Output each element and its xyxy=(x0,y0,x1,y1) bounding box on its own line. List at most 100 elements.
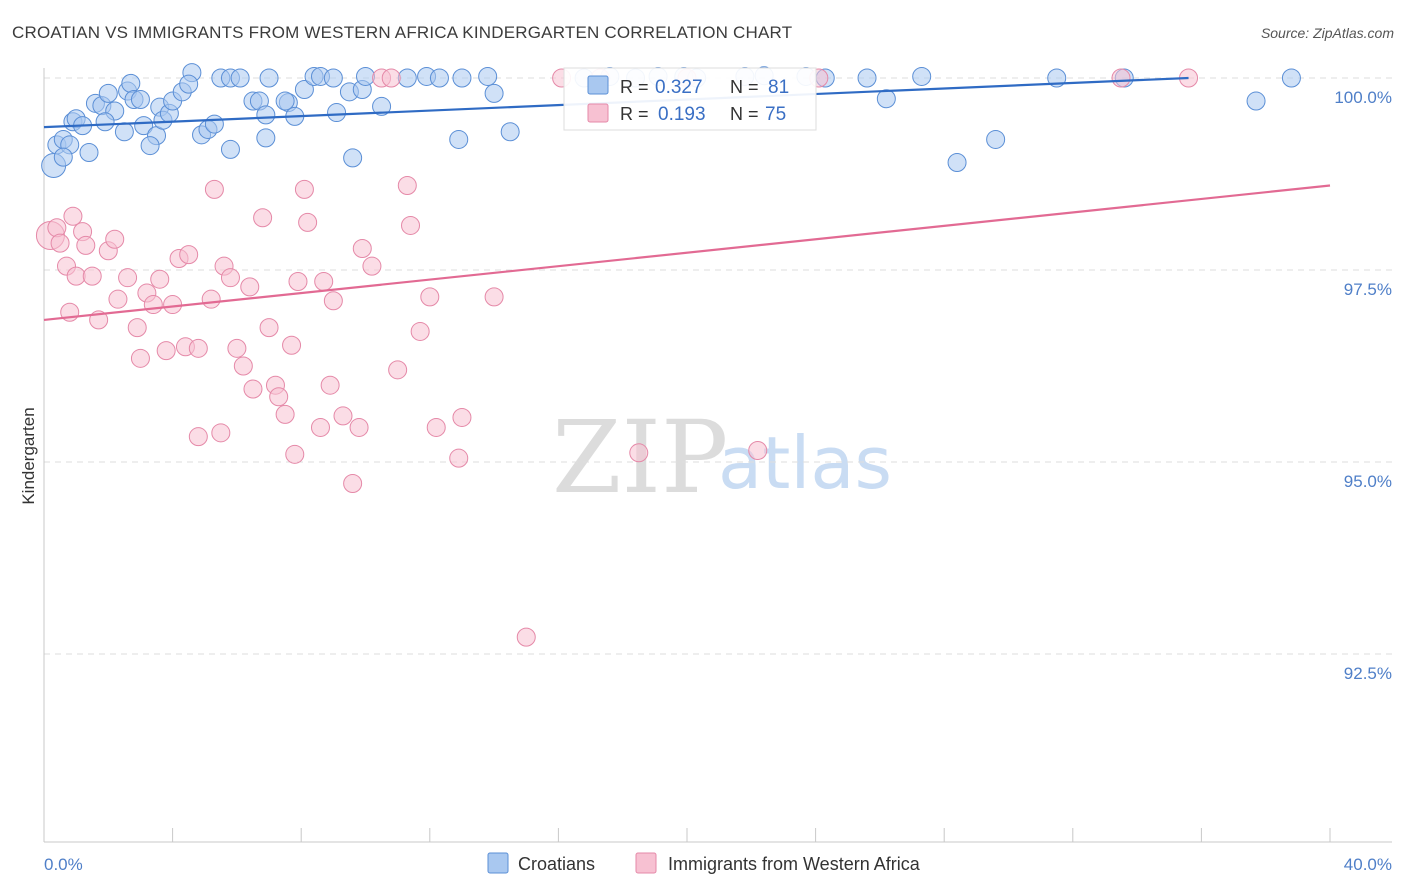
croatians-point-13 xyxy=(121,73,141,93)
western-africa-point-37 xyxy=(269,387,289,407)
croatians-point-72 xyxy=(1246,91,1266,111)
chart-title: CROATIAN VS IMMIGRANTS FROM WESTERN AFRI… xyxy=(12,23,792,42)
croatians-point-37 xyxy=(275,91,295,111)
western-africa-point-46 xyxy=(320,375,340,395)
western-africa-point-62 xyxy=(452,407,472,427)
croatians-point-80 xyxy=(343,148,363,168)
western-africa-point-55 xyxy=(388,360,408,380)
western-africa-point-59 xyxy=(420,287,440,307)
western-africa-point-32 xyxy=(240,277,260,297)
croatians-point-10 xyxy=(98,83,118,103)
western-africa-point-61 xyxy=(449,448,469,468)
western-africa-point-48 xyxy=(333,406,353,426)
y-tick-label-2: 95.0% xyxy=(1344,472,1392,491)
western-africa-point-39 xyxy=(282,335,302,355)
western-africa-point-69 xyxy=(748,440,768,460)
western-africa-point-51 xyxy=(352,238,372,258)
western-africa-point-24 xyxy=(188,427,208,447)
stats-n-label-western-africa: N = xyxy=(730,104,759,124)
y-tick-labels: 100.0% 97.5% 95.0% 92.5% xyxy=(1334,88,1392,683)
western-africa-point-38 xyxy=(275,404,295,424)
chart-source: Source: ZipAtlas.com xyxy=(1261,25,1394,41)
western-africa-point-17 xyxy=(150,269,170,289)
croatians-point-74 xyxy=(53,147,73,167)
western-africa-point-16 xyxy=(143,295,163,315)
croatians-point-16 xyxy=(134,116,154,136)
stats-n-value-croatians: 81 xyxy=(768,77,789,98)
western-africa-point-35 xyxy=(259,318,279,338)
western-africa-point-41 xyxy=(288,272,308,292)
croatians-point-53 xyxy=(484,83,504,103)
legend-swatch-croatians xyxy=(487,852,509,874)
croatians-point-78 xyxy=(220,139,240,159)
western-africa-point-63 xyxy=(484,287,504,307)
croatians-point-66 xyxy=(876,89,896,109)
western-africa-point-18 xyxy=(156,341,176,361)
stats-swatch-western-africa xyxy=(587,103,609,123)
croatians-point-73 xyxy=(1281,68,1301,88)
western-africa-point-40 xyxy=(285,444,305,464)
croatians-point-50 xyxy=(449,129,469,149)
western-africa-point-74 xyxy=(105,229,125,249)
croatians-point-41 xyxy=(323,68,343,88)
croatians-point-38 xyxy=(294,80,314,100)
western-africa-point-2 xyxy=(50,233,70,253)
watermark: ZIP atlas xyxy=(552,399,892,516)
legend-label-western-africa: Immigrants from Western Africa xyxy=(668,854,921,874)
croatians-point-27 xyxy=(204,114,224,134)
y-axis-label: Kindergarten xyxy=(19,407,38,504)
x-tick-max: 40.0% xyxy=(1344,855,1392,874)
stats-r-label-croatians: R = xyxy=(620,77,649,97)
western-africa-point-25 xyxy=(201,289,221,309)
western-africa-point-45 xyxy=(314,272,334,292)
stats-r-label-western-africa: R = xyxy=(620,104,649,124)
western-africa-point-7 xyxy=(76,235,96,255)
western-africa-point-31 xyxy=(233,356,253,376)
western-africa-point-47 xyxy=(323,291,343,311)
western-africa-point-34 xyxy=(253,208,273,228)
western-africa-point-57 xyxy=(401,215,421,235)
axes xyxy=(43,68,1392,843)
western-africa-point-12 xyxy=(118,268,138,288)
legend-item-croatians[interactable]: Croatians xyxy=(487,852,595,874)
legend-label-croatians: Croatians xyxy=(518,854,595,874)
western-africa-point-67 xyxy=(629,443,649,463)
croatians-point-65 xyxy=(857,68,877,88)
croatians-point-52 xyxy=(478,66,498,86)
stats-r-value-western-africa: 0.193 xyxy=(658,104,706,125)
legend-swatch-western-africa xyxy=(635,852,657,874)
western-africa-point-14 xyxy=(130,348,150,368)
croatians-point-46 xyxy=(372,96,392,116)
croatians-point-24 xyxy=(179,74,199,94)
western-africa-point-43 xyxy=(298,212,318,232)
western-africa-point-56 xyxy=(397,176,417,196)
western-africa-point-19 xyxy=(163,295,183,315)
western-africa-trend-line xyxy=(43,184,1331,322)
croatians-point-30 xyxy=(230,68,250,88)
western-africa-point-44 xyxy=(310,417,330,437)
stats-swatch-croatians xyxy=(587,75,609,95)
western-africa-point-50 xyxy=(349,417,369,437)
croatians-point-77 xyxy=(95,112,115,132)
legend-item-western-africa[interactable]: Immigrants from Western Africa xyxy=(635,852,921,874)
stats-n-value-western-africa: 75 xyxy=(765,104,786,125)
croatians-point-68 xyxy=(947,152,967,172)
western-africa-point-52 xyxy=(362,256,382,276)
croatians-point-45 xyxy=(356,66,375,86)
y-tick-label-3: 92.5% xyxy=(1344,664,1392,683)
western-africa-point-1 xyxy=(47,218,67,238)
western-africa-point-30 xyxy=(227,338,247,358)
croatians-point-51 xyxy=(452,68,472,88)
croatians-point-33 xyxy=(256,105,276,125)
western-africa-point-11 xyxy=(108,289,128,309)
croatians-point-75 xyxy=(114,122,134,142)
western-africa-point-8 xyxy=(82,266,102,286)
western-africa-point-33 xyxy=(243,379,263,399)
croatians-point-42 xyxy=(327,103,347,123)
croatians-point-49 xyxy=(429,68,449,88)
croatians-point-69 xyxy=(986,129,1006,149)
western-africa-point-22 xyxy=(179,245,199,265)
data-points xyxy=(35,63,1301,647)
x-tick-min: 0.0% xyxy=(44,855,83,874)
